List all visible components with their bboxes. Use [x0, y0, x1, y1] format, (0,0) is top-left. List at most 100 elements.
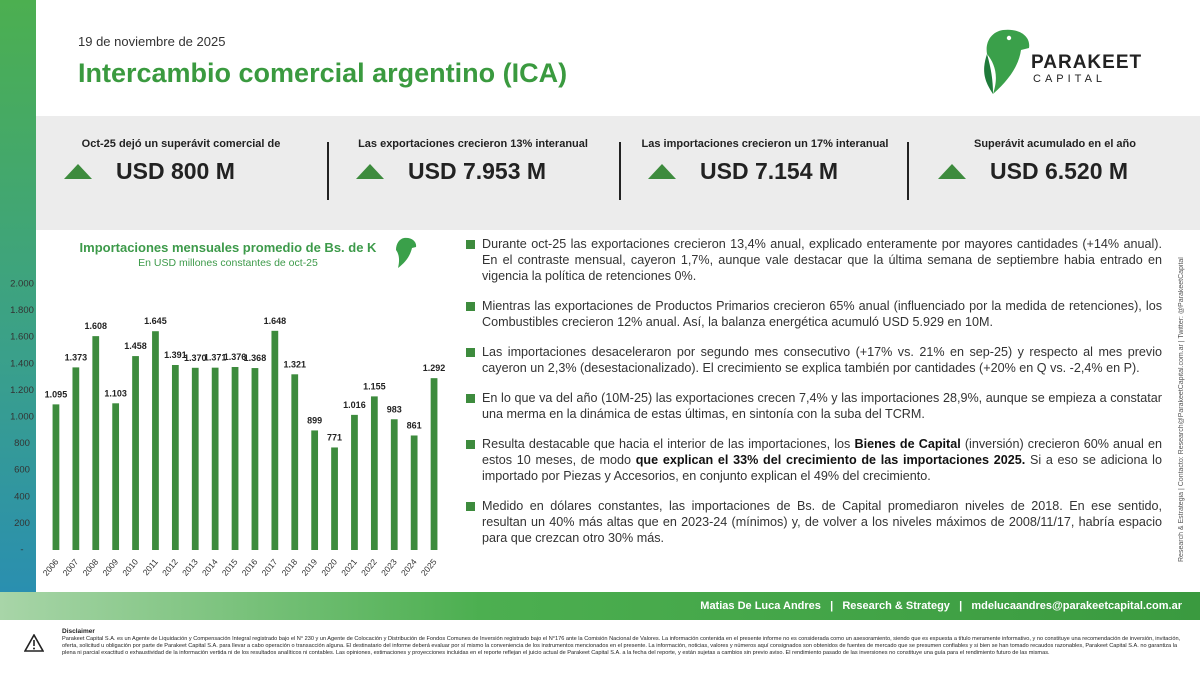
bar [171, 364, 179, 550]
kpi: Oct-25 dejó un superávit comercial de US… [36, 116, 326, 230]
y-tick-label: 1.000 [10, 412, 34, 423]
y-tick-label: 1.600 [10, 332, 34, 343]
bullet: Medido en dólares constantes, las import… [466, 498, 1162, 546]
data-label: 771 [327, 432, 342, 442]
chart: Importaciones mensuales promedio de Bs. … [10, 237, 446, 578]
report-date: 19 de noviembre de 2025 [78, 34, 226, 49]
bold-text: que explican el 33% del crecimiento de l… [635, 453, 1026, 467]
side-strip [0, 0, 36, 592]
bar [311, 430, 319, 550]
bold-text: Bienes de Capital [854, 437, 961, 451]
data-label: 1.608 [84, 321, 107, 331]
bar [410, 435, 418, 550]
bar [231, 366, 239, 550]
x-tick-label: 2009 [100, 557, 120, 578]
bullet: En lo que va del año (10M-25) las export… [466, 390, 1162, 422]
kpi-value: USD 7.953 M [408, 158, 547, 184]
bullet: Mientras las exportaciones de Productos … [466, 298, 1162, 330]
y-tick-label: 1.200 [10, 385, 34, 396]
data-label: 1.370 [184, 353, 207, 363]
bar [152, 331, 159, 550]
bar [52, 404, 60, 550]
x-tick-label: 2013 [180, 557, 200, 578]
bullet-text: Mientras las exportaciones de Productos … [482, 299, 1162, 329]
bullet: Las importaciones desaceleraron por segu… [466, 344, 1162, 376]
data-label: 1.368 [244, 353, 267, 363]
bullet: Resulta destacable que hacia el interior… [466, 436, 1162, 484]
chart-subtitle: En USD millones constantes de oct-25 [138, 257, 318, 269]
bar [132, 356, 139, 550]
kpi-label: Las importaciones crecieron un 17% inter… [641, 138, 889, 150]
bar [251, 368, 259, 550]
data-label: 1.376 [224, 352, 247, 362]
kpi: Superávit acumulado en el año USD 6.520 … [910, 116, 1200, 230]
kpi-value: USD 800 M [116, 158, 235, 184]
data-label: 1.645 [144, 316, 167, 326]
bar [72, 367, 80, 550]
warning-icon [24, 634, 44, 652]
bar [430, 378, 438, 550]
y-tick-label: 1.800 [10, 305, 34, 316]
data-label: 1.648 [264, 316, 287, 326]
x-tick-label: 2006 [41, 557, 61, 578]
bar [112, 403, 120, 550]
bullet-text: (inversión) crecieron 60% anual en estos… [482, 437, 1162, 467]
x-tick-label: 2022 [359, 557, 379, 578]
bar [291, 374, 299, 550]
divider [327, 142, 329, 200]
bullet-text: Medido en dólares constantes, las import… [482, 499, 1162, 545]
logo-sub: CAPITAL [1033, 73, 1106, 85]
data-label: 899 [307, 415, 322, 425]
x-tick-label: 2021 [339, 557, 359, 578]
divider [907, 142, 909, 200]
logo-name: PARAKEET [1031, 52, 1142, 73]
x-tick-label: 2012 [160, 557, 180, 578]
x-tick-label: 2023 [379, 557, 399, 578]
x-tick-label: 2019 [299, 557, 319, 578]
x-tick-label: 2018 [279, 557, 299, 578]
data-label: 1.292 [423, 363, 446, 373]
kpi-label: Oct-25 dejó un superávit comercial de [81, 138, 281, 150]
x-tick-label: 2025 [419, 557, 439, 578]
y-tick-label: 800 [14, 438, 30, 449]
chart-title: Importaciones mensuales promedio de Bs. … [80, 240, 378, 255]
kpi: Las exportaciones crecieron 13% interanu… [328, 116, 618, 230]
footer-text: Matias De Luca Andres | Research & Strat… [700, 600, 1182, 612]
chart-logo [396, 237, 417, 268]
y-tick-label: 2.000 [10, 279, 34, 290]
up-arrow [356, 164, 384, 179]
bullet-list: Durante oct-25 las exportaciones crecier… [466, 236, 1162, 560]
kpi-label: Superávit acumulado en el año [974, 138, 1136, 150]
x-tick-label: 2014 [200, 557, 220, 578]
data-label: 1.371 [204, 353, 227, 363]
bar [271, 330, 279, 550]
kpi-band: Oct-25 dejó un superávit comercial de US… [36, 116, 1200, 230]
side-note: Research & Estrategia | Contacto: Resear… [1178, 257, 1185, 563]
bar [191, 367, 199, 550]
bullet: Durante oct-25 las exportaciones crecier… [466, 236, 1162, 284]
data-label: 1.103 [104, 388, 127, 398]
data-label: 1.095 [45, 389, 68, 399]
bar [211, 367, 219, 550]
bar [331, 447, 338, 550]
x-tick-label: 2008 [80, 557, 100, 578]
bullet-text: Resulta destacable que hacia el interior… [482, 437, 855, 451]
data-label: 983 [387, 404, 402, 414]
bullet-text: Durante oct-25 las exportaciones crecier… [482, 237, 1162, 283]
x-tick-label: 2020 [319, 557, 339, 578]
x-tick-label: 2007 [61, 557, 81, 578]
up-arrow [938, 164, 966, 179]
bullet-text: En lo que va del año (10M-25) las export… [482, 391, 1162, 421]
bar [92, 336, 100, 550]
data-label: 861 [407, 420, 422, 430]
kpi-value: USD 7.154 M [700, 158, 839, 184]
x-tick-label: 2024 [399, 557, 419, 578]
x-tick-label: 2017 [260, 557, 280, 578]
bar [390, 419, 398, 550]
bullet-text: Si a eso se adiciona lo importado por Pi… [482, 453, 1162, 483]
x-tick-label: 2016 [240, 557, 260, 578]
x-tick-label: 2010 [120, 557, 140, 578]
data-label: 1.155 [363, 381, 386, 391]
up-arrow [64, 164, 92, 179]
